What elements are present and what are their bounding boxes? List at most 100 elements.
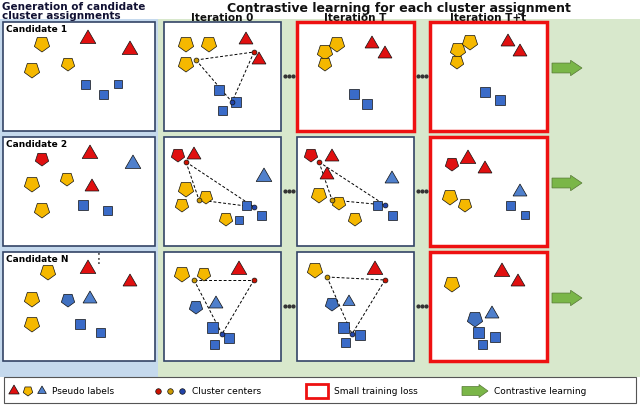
- Polygon shape: [60, 174, 74, 187]
- Polygon shape: [122, 42, 138, 55]
- Bar: [297, 138, 414, 246]
- Bar: [372, 201, 381, 210]
- Polygon shape: [511, 274, 525, 286]
- Polygon shape: [35, 154, 49, 166]
- Text: Candidate 2: Candidate 2: [6, 139, 67, 148]
- FancyArrow shape: [552, 290, 582, 306]
- Polygon shape: [61, 294, 75, 307]
- Polygon shape: [478, 162, 492, 173]
- Text: Small training loss: Small training loss: [334, 387, 418, 396]
- Bar: [78, 200, 88, 211]
- Text: Cluster centers: Cluster centers: [192, 387, 261, 396]
- Polygon shape: [125, 155, 141, 169]
- Polygon shape: [179, 183, 194, 198]
- Bar: [495, 96, 505, 106]
- Polygon shape: [378, 47, 392, 59]
- Bar: [235, 216, 243, 225]
- Polygon shape: [24, 293, 40, 307]
- Bar: [231, 98, 241, 108]
- Bar: [224, 333, 234, 343]
- Text: cluster assignments: cluster assignments: [2, 11, 120, 21]
- Polygon shape: [35, 38, 50, 53]
- Polygon shape: [220, 214, 233, 227]
- Polygon shape: [80, 261, 96, 274]
- Polygon shape: [367, 261, 383, 275]
- Bar: [3, 138, 155, 246]
- Bar: [306, 384, 328, 398]
- Polygon shape: [312, 189, 326, 204]
- Polygon shape: [348, 214, 362, 227]
- Bar: [480, 88, 490, 98]
- Bar: [430, 23, 547, 132]
- Text: Generation of candidate: Generation of candidate: [2, 2, 145, 12]
- Bar: [214, 86, 224, 96]
- FancyArrow shape: [552, 61, 582, 76]
- Polygon shape: [330, 38, 344, 53]
- Polygon shape: [467, 313, 483, 327]
- Bar: [114, 81, 122, 89]
- Polygon shape: [494, 263, 510, 277]
- Text: Candidate 1: Candidate 1: [6, 25, 67, 34]
- Polygon shape: [239, 33, 253, 45]
- Bar: [102, 206, 111, 215]
- Polygon shape: [179, 58, 194, 73]
- Bar: [4, 377, 636, 403]
- Polygon shape: [325, 299, 339, 311]
- Text: Iteration T: Iteration T: [324, 13, 386, 23]
- Polygon shape: [256, 169, 272, 182]
- Polygon shape: [24, 178, 40, 193]
- Polygon shape: [61, 59, 75, 72]
- Bar: [75, 319, 85, 329]
- Text: ⋮: ⋮: [92, 252, 106, 265]
- Polygon shape: [451, 45, 466, 59]
- Polygon shape: [462, 36, 477, 51]
- Bar: [81, 80, 90, 89]
- Bar: [506, 201, 515, 210]
- Polygon shape: [460, 151, 476, 164]
- Text: Pseudo labels: Pseudo labels: [52, 387, 114, 396]
- Polygon shape: [187, 148, 201, 160]
- Polygon shape: [501, 35, 515, 47]
- Polygon shape: [23, 387, 33, 396]
- Bar: [362, 100, 372, 110]
- Polygon shape: [385, 172, 399, 184]
- Polygon shape: [9, 385, 19, 394]
- Polygon shape: [24, 318, 40, 332]
- Text: Contrastive learning for each cluster assignment: Contrastive learning for each cluster as…: [227, 2, 571, 15]
- Bar: [387, 211, 397, 220]
- Bar: [209, 339, 218, 348]
- Polygon shape: [172, 150, 185, 163]
- Polygon shape: [513, 45, 527, 57]
- Polygon shape: [83, 291, 97, 303]
- Text: Iteration T+t: Iteration T+t: [450, 13, 526, 23]
- Bar: [241, 201, 250, 210]
- Polygon shape: [189, 301, 203, 314]
- Polygon shape: [202, 38, 216, 53]
- Bar: [349, 90, 359, 100]
- Text: Candidate N: Candidate N: [6, 254, 68, 263]
- Bar: [3, 23, 155, 132]
- Text: Iteration 0: Iteration 0: [191, 13, 253, 23]
- Polygon shape: [442, 191, 458, 205]
- Polygon shape: [320, 168, 334, 180]
- FancyArrow shape: [462, 384, 488, 398]
- Polygon shape: [123, 274, 137, 286]
- Polygon shape: [231, 261, 247, 275]
- FancyArrow shape: [552, 176, 582, 191]
- Polygon shape: [307, 264, 323, 278]
- Polygon shape: [175, 200, 189, 213]
- Polygon shape: [179, 38, 194, 53]
- Polygon shape: [332, 198, 346, 211]
- Polygon shape: [325, 150, 339, 162]
- Polygon shape: [209, 296, 223, 308]
- Bar: [355, 330, 365, 340]
- Polygon shape: [485, 306, 499, 318]
- Bar: [521, 211, 529, 220]
- Bar: [3, 252, 155, 361]
- Bar: [164, 252, 281, 361]
- Polygon shape: [451, 57, 463, 70]
- Polygon shape: [82, 146, 98, 159]
- Polygon shape: [174, 268, 189, 282]
- Polygon shape: [305, 150, 317, 163]
- Polygon shape: [458, 200, 472, 213]
